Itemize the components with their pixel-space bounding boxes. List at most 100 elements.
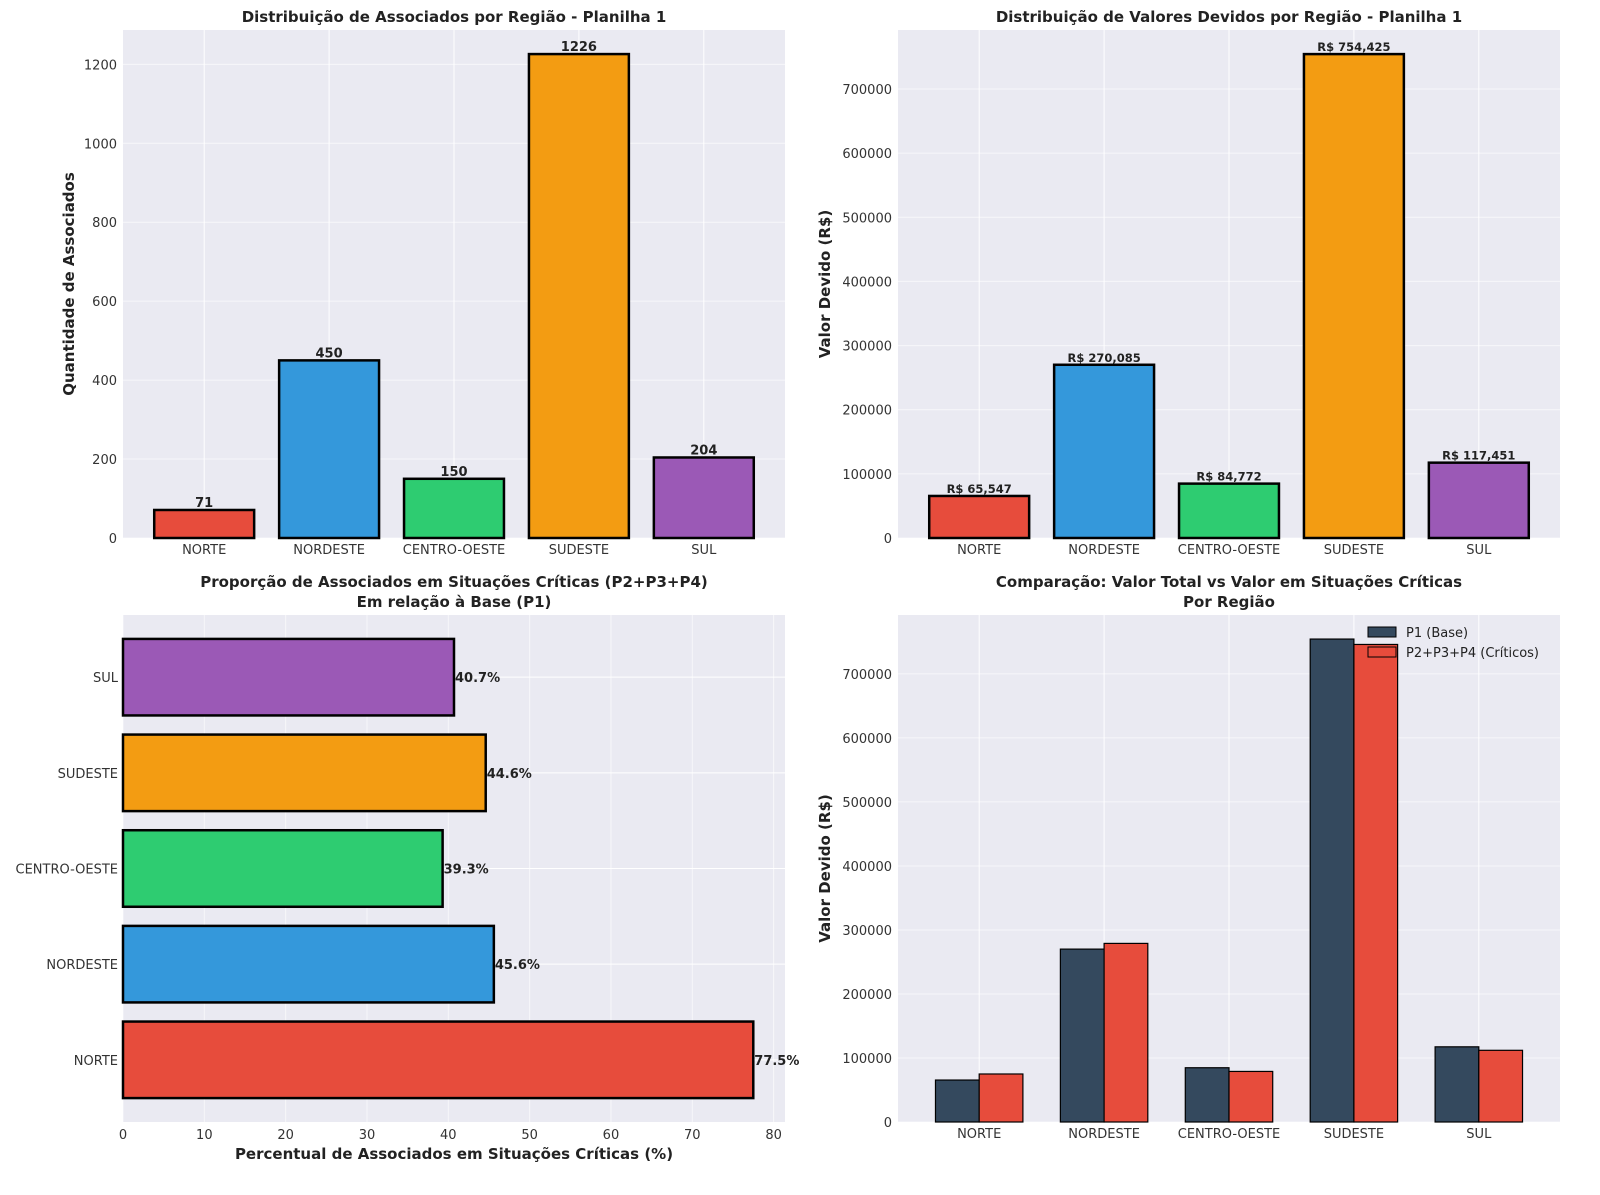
x-tick-label: NORDESTE: [293, 543, 365, 558]
x-tick-label: SUL: [1466, 1127, 1492, 1142]
x-tick-label: NORTE: [957, 1127, 1001, 1142]
x-tick-label: CENTRO-OESTE: [403, 543, 506, 558]
data-label: 150: [440, 465, 467, 480]
bar-sudeste: [1302, 52, 1406, 540]
data-label: 39.3%: [444, 863, 489, 878]
legend-label: P1 (Base): [1406, 626, 1468, 641]
y-tick-label: 400000: [842, 275, 892, 290]
data-label: 77.5%: [754, 1054, 799, 1069]
data-label: R$ 65,547: [947, 482, 1012, 496]
chart-c1: 0 200 400 600 800 1000 1200 NORTE NORDESTE CENTRO…: [60, 8, 785, 558]
x-tick-label: SUDESTE: [1324, 1127, 1384, 1142]
y-tick-label: SUL: [93, 671, 119, 686]
y-tick-label: 400: [92, 374, 117, 389]
x-tick-label: 40: [440, 1128, 457, 1143]
chart-title: Distribuição de Associados por Região - …: [242, 8, 667, 26]
y-axis-label: Valor Devido (R$): [816, 210, 834, 358]
y-tick-label: 500000: [842, 796, 892, 811]
bar-sudeste: [121, 733, 487, 813]
x-tick-label: SUL: [691, 543, 717, 558]
data-label: 71: [195, 496, 213, 511]
y-tick-label: 600: [92, 295, 117, 310]
chart-title: Distribuição de Valores Devidos por Regi…: [996, 8, 1462, 26]
bar-p1-norte: [934, 1079, 980, 1123]
x-tick-label: 20: [277, 1128, 294, 1143]
x-tick-label: 80: [765, 1128, 782, 1143]
x-tick-label: 70: [684, 1128, 701, 1143]
x-tick-label: NORTE: [182, 543, 226, 558]
data-label: 45.6%: [495, 958, 540, 973]
chart-c3: 0 10 20 30 40 50 60 70 80 77.5% NORTE 45.6% NORDESTE…: [16, 573, 800, 1163]
y-tick-label: 200000: [842, 988, 892, 1003]
bar-centro-oeste: [121, 828, 444, 909]
x-tick-label: 50: [521, 1128, 538, 1143]
x-tick-label: 30: [359, 1128, 376, 1143]
data-label: R$ 117,451: [1442, 449, 1515, 463]
x-tick-label: 0: [119, 1128, 127, 1143]
bar-critical-centro-oeste: [1228, 1070, 1274, 1123]
bar-p1-centro-oeste: [1184, 1067, 1230, 1123]
y-tick-label: 400000: [842, 860, 892, 875]
bar-sul: [1427, 461, 1531, 540]
chart-subtitle: Por Região: [1183, 593, 1275, 611]
y-tick-label: 1200: [84, 58, 117, 73]
bar-norte: [927, 494, 1031, 540]
y-tick-label: 600000: [842, 732, 892, 747]
chart-title: Comparação: Valor Total vs Valor em Situ…: [996, 573, 1462, 591]
x-tick-label: NORTE: [957, 543, 1001, 558]
data-label: 1226: [561, 40, 597, 55]
y-tick-label: SUDESTE: [58, 767, 118, 782]
data-label: 204: [690, 443, 717, 458]
chart-c4: 0 100000 200000 300000 400000 500000 600000 700…: [816, 573, 1560, 1142]
data-label: R$ 84,772: [1196, 470, 1261, 484]
y-tick-label: 300000: [842, 924, 892, 939]
bar-norte: [152, 508, 256, 540]
data-label: 44.6%: [487, 767, 532, 782]
bar-critical-sul: [1478, 1049, 1524, 1123]
y-tick-label: NORDESTE: [46, 958, 118, 973]
y-tick-label: 300000: [842, 340, 892, 355]
y-axis-label: Quantidade de Associados: [60, 172, 78, 396]
bar-sul: [652, 456, 756, 540]
y-tick-label: 500000: [842, 211, 892, 226]
y-tick-label: 700000: [842, 668, 892, 683]
y-tick-label: 0: [884, 1116, 892, 1131]
data-label: 450: [316, 346, 343, 361]
x-tick-label: 10: [196, 1128, 213, 1143]
chart-c2: 0 100000 200000 300000 400000 500000 600000 700…: [816, 8, 1560, 558]
bar-p1-nordeste: [1059, 948, 1105, 1123]
legend-label: P2+P3+P4 (Críticos): [1406, 646, 1539, 661]
x-tick-label: NORDESTE: [1068, 1127, 1140, 1142]
bar-critical-nordeste: [1103, 942, 1149, 1123]
y-tick-label: 200: [92, 453, 117, 468]
y-tick-label: 1000: [84, 137, 117, 152]
bar-critical-sudeste: [1353, 643, 1399, 1123]
y-tick-label: 800: [92, 216, 117, 231]
y-tick-label: NORTE: [74, 1054, 118, 1069]
bar-nordeste: [121, 924, 496, 1004]
chart-subtitle: Em relação à Base (P1): [357, 593, 552, 611]
y-tick-label: 200000: [842, 404, 892, 419]
y-tick-label: CENTRO-OESTE: [16, 863, 119, 878]
bar-norte: [121, 1020, 755, 1100]
x-tick-label: CENTRO-OESTE: [1178, 1127, 1281, 1142]
legend-swatch: [1367, 626, 1397, 638]
x-axis-label: Percentual de Associados em Situações Cr…: [235, 1145, 673, 1163]
y-tick-label: 100000: [842, 1052, 892, 1067]
y-axis-label: Valor Devido (R$): [816, 794, 834, 942]
bar-nordeste: [277, 359, 381, 540]
y-tick-label: 0: [109, 532, 117, 547]
bar-centro-oeste: [1177, 482, 1281, 540]
bar-centro-oeste: [402, 477, 506, 540]
y-tick-label: 600000: [842, 147, 892, 162]
y-tick-label: 0: [884, 532, 892, 547]
data-label: R$ 270,085: [1067, 351, 1140, 365]
x-tick-label: 60: [603, 1128, 620, 1143]
x-tick-label: CENTRO-OESTE: [1178, 543, 1281, 558]
bar-sudeste: [527, 52, 631, 540]
x-tick-label: SUDESTE: [1324, 543, 1384, 558]
x-tick-label: SUL: [1466, 543, 1492, 558]
y-tick-label: 700000: [842, 83, 892, 98]
y-tick-label: 100000: [842, 468, 892, 483]
